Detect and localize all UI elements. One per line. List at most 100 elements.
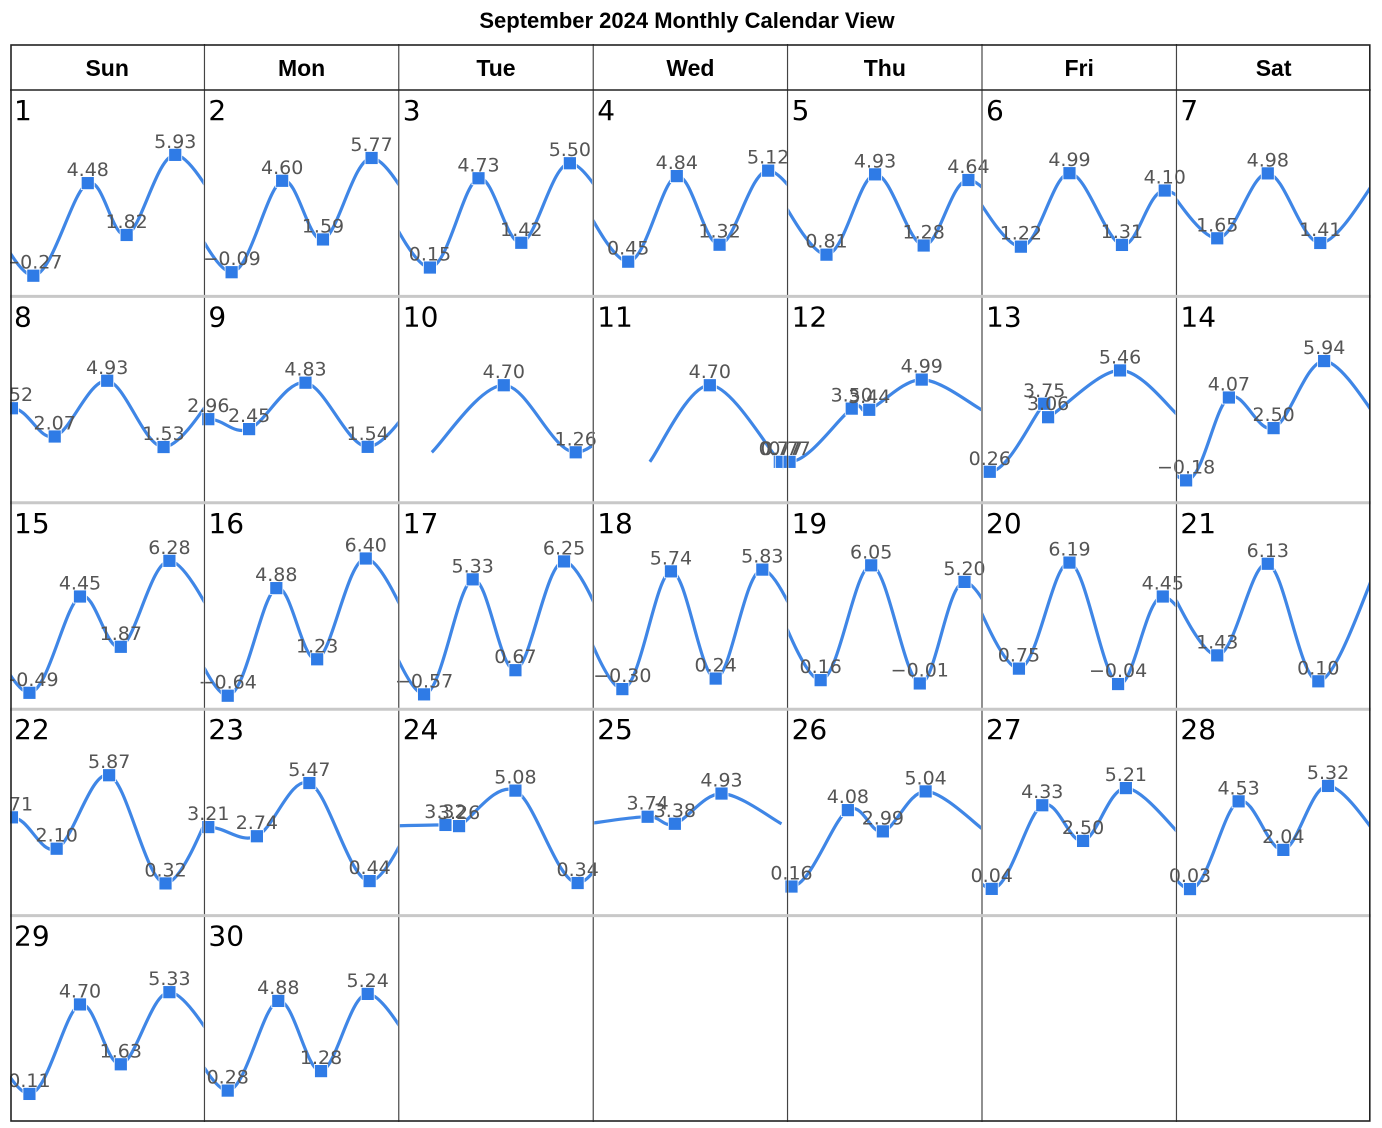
- tide-point-marker: [417, 687, 431, 702]
- tide-point-marker: [864, 558, 879, 573]
- tide-point-marker: [1266, 421, 1281, 436]
- tide-point-marker: [912, 676, 927, 691]
- tide-point-label: 5.87: [88, 751, 130, 773]
- day-cell-10: 10 4.70 1.26: [403, 300, 597, 460]
- tide-point-marker: [49, 841, 64, 856]
- tide-point-marker: [22, 685, 37, 700]
- tide-point-marker: [914, 372, 929, 387]
- grid-borders: [10, 44, 1371, 1122]
- tide-point-marker: [364, 151, 379, 165]
- tide-point-label: 4.70: [689, 361, 731, 383]
- day-cell-6: 6 1.22 4.99 1.31 4.10: [983, 94, 1186, 254]
- tide-point-label: −0.18: [1157, 456, 1215, 478]
- tide-point-marker: [1260, 166, 1275, 181]
- tide-point-marker: [862, 402, 877, 417]
- tide-point-marker: [570, 876, 585, 890]
- tide-point-marker: [168, 147, 183, 162]
- weekday-header-thu: Thu: [864, 55, 906, 81]
- tide-point-marker: [73, 589, 87, 604]
- tide-point-label: 4.33: [1021, 781, 1063, 803]
- tide-point-label: 4.99: [901, 356, 943, 378]
- weekday-header-mon: Mon: [278, 55, 325, 81]
- tide-point-marker: [1062, 555, 1077, 570]
- day-cell-18: 18 −0.30 5.74 0.24 5.83: [593, 507, 787, 697]
- tide-point-marker: [100, 373, 115, 388]
- tide-point-marker: [712, 237, 727, 252]
- day-number: 8: [14, 300, 32, 333]
- tide-point-label: 0.28: [207, 1067, 249, 1089]
- tide-point-label: 4.83: [284, 359, 326, 381]
- tide-point-marker: [162, 553, 177, 568]
- tide-point-label: 4.84: [656, 152, 698, 174]
- day-number: 16: [208, 507, 244, 540]
- tide-point-marker: [568, 445, 583, 460]
- tide-point-marker: [242, 422, 257, 436]
- day-number: 23: [208, 713, 244, 746]
- tide-point-label: 6.19: [1048, 539, 1090, 561]
- tide-point-label: 3.38: [654, 800, 696, 822]
- tide-point-marker: [162, 985, 177, 1000]
- tide-point-marker: [640, 809, 655, 824]
- tide-point-marker: [496, 378, 511, 393]
- day-cell-11: 114.700.770.77: [597, 300, 803, 470]
- day-cell-12: 12 0.77 3.503.44 4.99: [768, 300, 981, 469]
- tide-point-marker: [271, 994, 286, 1008]
- tide-point-label: 1.28: [903, 222, 945, 244]
- day-cell-19: 19 0.16 6.05 −0.01 5.20: [788, 507, 986, 691]
- tide-point-label: 3.06: [1027, 393, 1069, 415]
- tide-point-marker: [961, 173, 976, 187]
- tide-point-label: 3.74: [626, 793, 668, 815]
- tide-point-label: 4.07: [1208, 374, 1250, 396]
- tide-point-marker: [1013, 239, 1028, 254]
- day-number: 28: [1180, 713, 1216, 746]
- tide-point-label: 6.13: [1247, 540, 1289, 562]
- tide-point-marker: [47, 429, 62, 444]
- tide-point-marker: [1260, 556, 1275, 571]
- tide-point-label: 1.65: [1196, 214, 1238, 236]
- weekday-header-row: Sun Mon Tue Wed Thu Fri Sat: [85, 55, 1291, 81]
- tide-point-label: 1.42: [500, 219, 542, 241]
- tide-point-marker: [1035, 798, 1050, 813]
- tide-point-label: 4.99: [1048, 149, 1090, 171]
- tide-point-label: −0.04: [1089, 660, 1147, 682]
- tide-point-marker: [360, 439, 375, 454]
- tide-point-label: 6.25: [543, 537, 585, 559]
- tide-point-label: 5.74: [650, 547, 692, 569]
- tide-point-marker: [316, 232, 330, 247]
- day-number: 30: [208, 920, 244, 953]
- day-number: 4: [597, 94, 615, 127]
- day-number: 10: [403, 300, 439, 333]
- tide-point-label: 1.87: [100, 623, 142, 645]
- tide-point-label: 5.46: [1099, 346, 1141, 368]
- day-number: 27: [986, 713, 1022, 746]
- tide-point-label: 1.22: [1000, 223, 1042, 245]
- tide-point-label: 0.32: [144, 859, 186, 881]
- weekday-header-tue: Tue: [476, 55, 515, 81]
- tide-point-label: 4.93: [854, 150, 896, 172]
- tide-curve: [11, 990, 204, 1096]
- tide-point-label: 2.99: [862, 807, 904, 829]
- tide-point-label: 5.50: [549, 139, 591, 161]
- tide-point-marker: [844, 401, 859, 416]
- weekday-header-sat: Sat: [1256, 55, 1292, 81]
- tide-curve: [1177, 562, 1370, 683]
- tide-point-label: 0.04: [971, 865, 1013, 887]
- tide-point-label: 0.77: [761, 438, 803, 460]
- day-cells: 1 −0.27 4.48 1.82 5.93 2 −0.09 4.60 1.59 5.77 3 0.1…: [10, 94, 1370, 1101]
- day-cell-1: 1 −0.27 4.48 1.82 5.93: [10, 94, 204, 283]
- tide-point-marker: [1041, 410, 1055, 425]
- tide-point-marker: [1321, 779, 1335, 793]
- weekday-header-sun: Sun: [85, 55, 128, 81]
- day-cell-25: 25 3.743.384.93: [594, 713, 783, 831]
- tide-point-label: 0.34: [556, 859, 598, 881]
- day-cell-27: 27 0.04 4.33 2.50 5.21: [971, 713, 1176, 896]
- tide-point-label: 1.23: [296, 635, 338, 657]
- day-cell-20: 20 0.75 6.19 −0.04 4.45: [983, 507, 1184, 691]
- day-cell-4: 4 0.45 4.84 1.32 5.12: [594, 94, 789, 269]
- tide-point-marker: [10, 401, 19, 416]
- tide-point-marker: [438, 818, 453, 832]
- tide-point-marker: [80, 176, 95, 191]
- tide-point-marker: [982, 464, 997, 479]
- tide-point-marker: [714, 786, 729, 801]
- day-cell-22: 22 3.712.10 5.87 0.32: [10, 713, 204, 891]
